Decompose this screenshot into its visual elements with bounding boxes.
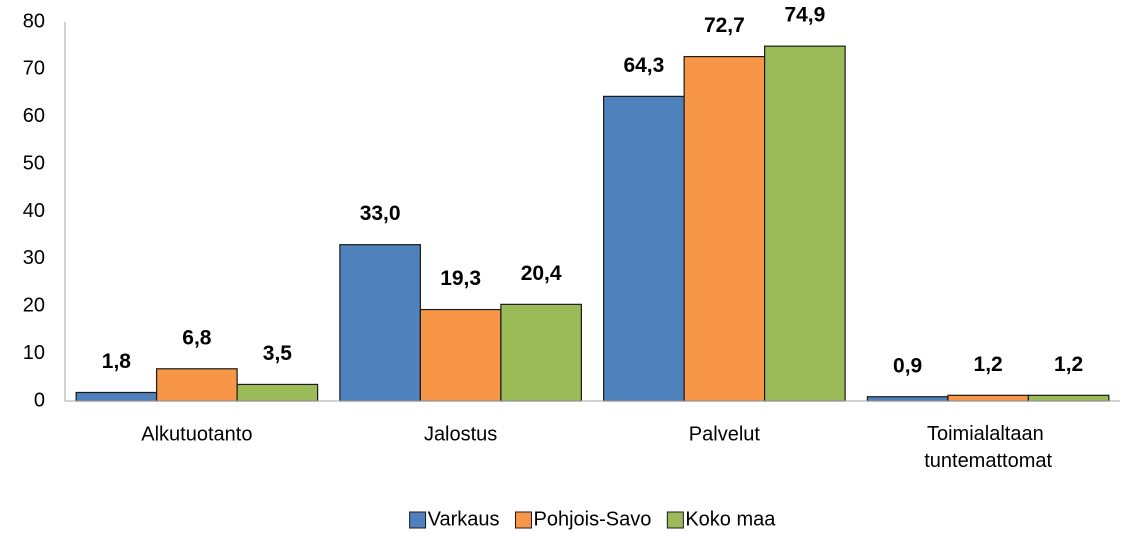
y-tick-label: 10 [23,342,45,364]
legend-label: Varkaus [428,508,500,530]
value-label: 33,0 [360,202,401,225]
value-label: 0,9 [893,354,922,377]
y-tick-label: 60 [23,105,45,127]
y-tick-label: 80 [23,10,45,32]
value-label: 1,2 [974,353,1003,376]
bar [866,396,949,402]
bar [764,45,846,402]
value-label: 19,3 [440,267,481,290]
legend-swatch [409,511,427,529]
value-label: 3,5 [263,342,293,365]
value-label: 20,4 [521,262,562,285]
bar [947,394,1029,402]
y-tick-label: 20 [23,295,45,317]
legend-swatch [514,511,532,529]
bar [156,368,238,402]
bar [75,391,158,402]
y-tick-label: 30 [23,247,45,269]
bar [683,55,766,402]
bar [236,383,319,402]
y-tick-label: 70 [23,58,45,80]
x-tick-label: Jalostus [424,423,497,445]
legend-label: Koko maa [685,508,776,530]
y-tick-label: 0 [34,389,45,411]
bar [1027,394,1110,402]
x-tick-label: Alkutuotanto [141,423,252,445]
bar [339,244,421,402]
value-label: 1,8 [102,350,132,373]
x-tick-label: Toimialaltaan tuntemattomat [924,423,1052,472]
value-label: 64,3 [623,54,664,77]
value-label: 74,9 [784,4,825,27]
value-label: 72,7 [704,14,745,37]
value-label: 1,2 [1054,353,1083,376]
legend-swatch [666,511,684,529]
x-tick-label: Palvelut [689,423,761,445]
y-tick-label: 50 [23,152,45,174]
bar [500,303,582,402]
bar [419,308,502,402]
bar [603,95,685,402]
y-tick-label: 40 [23,200,45,222]
value-label: 6,8 [182,326,212,349]
legend-label: Pohjois-Savo [533,508,651,530]
